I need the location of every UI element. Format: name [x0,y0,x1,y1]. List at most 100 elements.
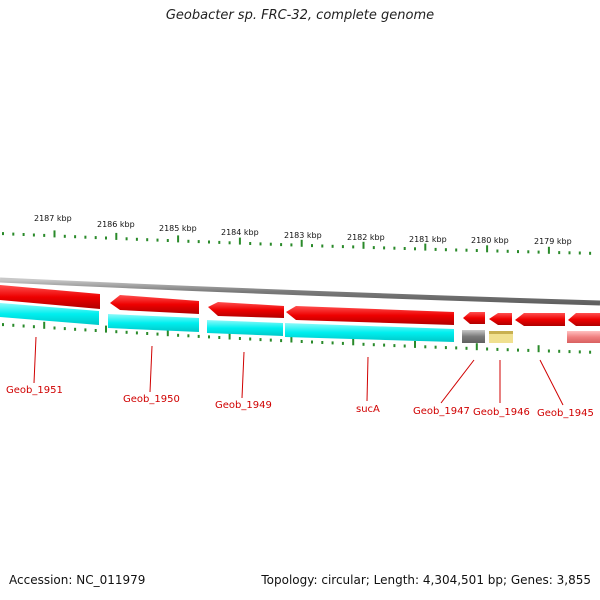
minor-tick [403,344,406,348]
gene-feature-geob-1951[interactable] [0,285,100,309]
minor-tick [259,242,262,246]
minor-tick [280,339,283,343]
minor-tick [537,250,540,254]
minor-tick [208,240,210,244]
minor-tick [135,331,138,335]
minor-tick [197,334,200,338]
cds-track [0,285,600,326]
minor-tick [424,345,427,349]
minor-tick [218,336,221,339]
gene-feature-next[interactable] [568,313,600,326]
major-tick [290,335,293,343]
gene-feature-geob-1945[interactable] [515,313,565,326]
minor-tick [506,249,509,253]
cyan-feature[interactable] [285,323,454,342]
gene-label[interactable]: Geob_1946 [473,407,530,418]
minor-tick [558,349,561,353]
minor-tick [166,239,169,242]
scale-label: 2183 kbp [284,231,322,240]
gene-label[interactable]: sucA [356,404,380,415]
minor-tick [321,341,324,344]
cyan-feature[interactable] [0,303,99,325]
scale-label: 2187 kbp [34,214,72,223]
minor-tick [372,246,375,250]
scale-ticks-upper [2,230,592,255]
gene-label[interactable]: Geob_1949 [215,400,272,411]
minor-tick [94,329,97,332]
minor-tick [280,243,283,247]
minor-tick [578,251,581,255]
minor-tick [2,232,4,236]
scale-label: 2181 kbp [409,235,447,244]
gene-feature-geob-1946[interactable] [489,313,512,325]
minor-tick [496,249,499,253]
gene-label[interactable]: Geob_1947 [413,406,470,417]
minor-tick [465,346,468,350]
gray-feature[interactable] [462,330,485,343]
scale-label: 2180 kbp [471,236,509,245]
minor-tick [383,343,386,347]
major-tick [300,239,303,247]
leader-line [149,345,153,393]
minor-tick [527,348,530,352]
minor-tick [53,326,56,330]
minor-tick [362,342,365,346]
gene-feature-geob-1950[interactable] [110,295,199,314]
minor-tick [352,245,355,249]
minor-tick [486,347,489,351]
gene-label[interactable]: Geob_1951 [6,385,63,396]
minor-tick [125,237,128,241]
minor-tick [63,234,66,238]
cyan-feature[interactable] [207,320,283,336]
minor-tick [434,345,437,349]
accession-text: Accession: NC_011979 [9,573,146,587]
minor-tick [84,328,87,332]
minor-tick [578,350,581,354]
minor-tick [300,340,303,343]
scale-label: 2185 kbp [159,224,197,233]
major-tick [352,338,355,346]
gene-feature-suca[interactable] [286,306,454,325]
minor-tick [383,246,386,250]
minor-tick [2,323,4,327]
minor-tick [12,232,15,236]
gene-feature-geob-1947[interactable] [463,312,485,324]
minor-tick [496,347,499,351]
gene-label[interactable]: Geob_1950 [123,394,180,405]
major-tick [537,345,540,353]
minor-tick [331,244,334,248]
minor-tick [115,330,118,334]
minor-tick [311,244,313,248]
leader-line [241,351,245,399]
major-tick [166,329,169,337]
minor-tick [434,247,437,251]
scale-label: 2182 kbp [347,233,385,242]
minor-tick [146,332,149,335]
minor-tick [218,240,221,244]
gene-feature-geob-1949[interactable] [208,302,284,318]
minor-tick [259,338,262,342]
cyan-feature[interactable] [108,314,199,332]
minor-tick [197,240,200,244]
minor-tick [22,324,25,328]
major-tick [115,232,118,240]
gene-label[interactable]: Geob_1945 [537,408,594,419]
minor-tick [125,330,128,334]
minor-tick [506,348,509,352]
major-tick [414,340,416,348]
minor-tick [465,248,468,252]
minor-tick [146,238,149,242]
minor-tick [249,242,252,245]
minor-tick [269,338,272,342]
minor-tick [177,333,180,337]
major-tick [177,235,180,243]
minor-tick [589,251,592,255]
minor-tick [527,250,530,254]
major-tick [228,332,231,340]
minor-tick [475,249,478,252]
feature-track [0,303,600,343]
pink-feature[interactable] [567,331,600,343]
minor-tick [444,248,447,252]
leader-line [539,359,564,406]
